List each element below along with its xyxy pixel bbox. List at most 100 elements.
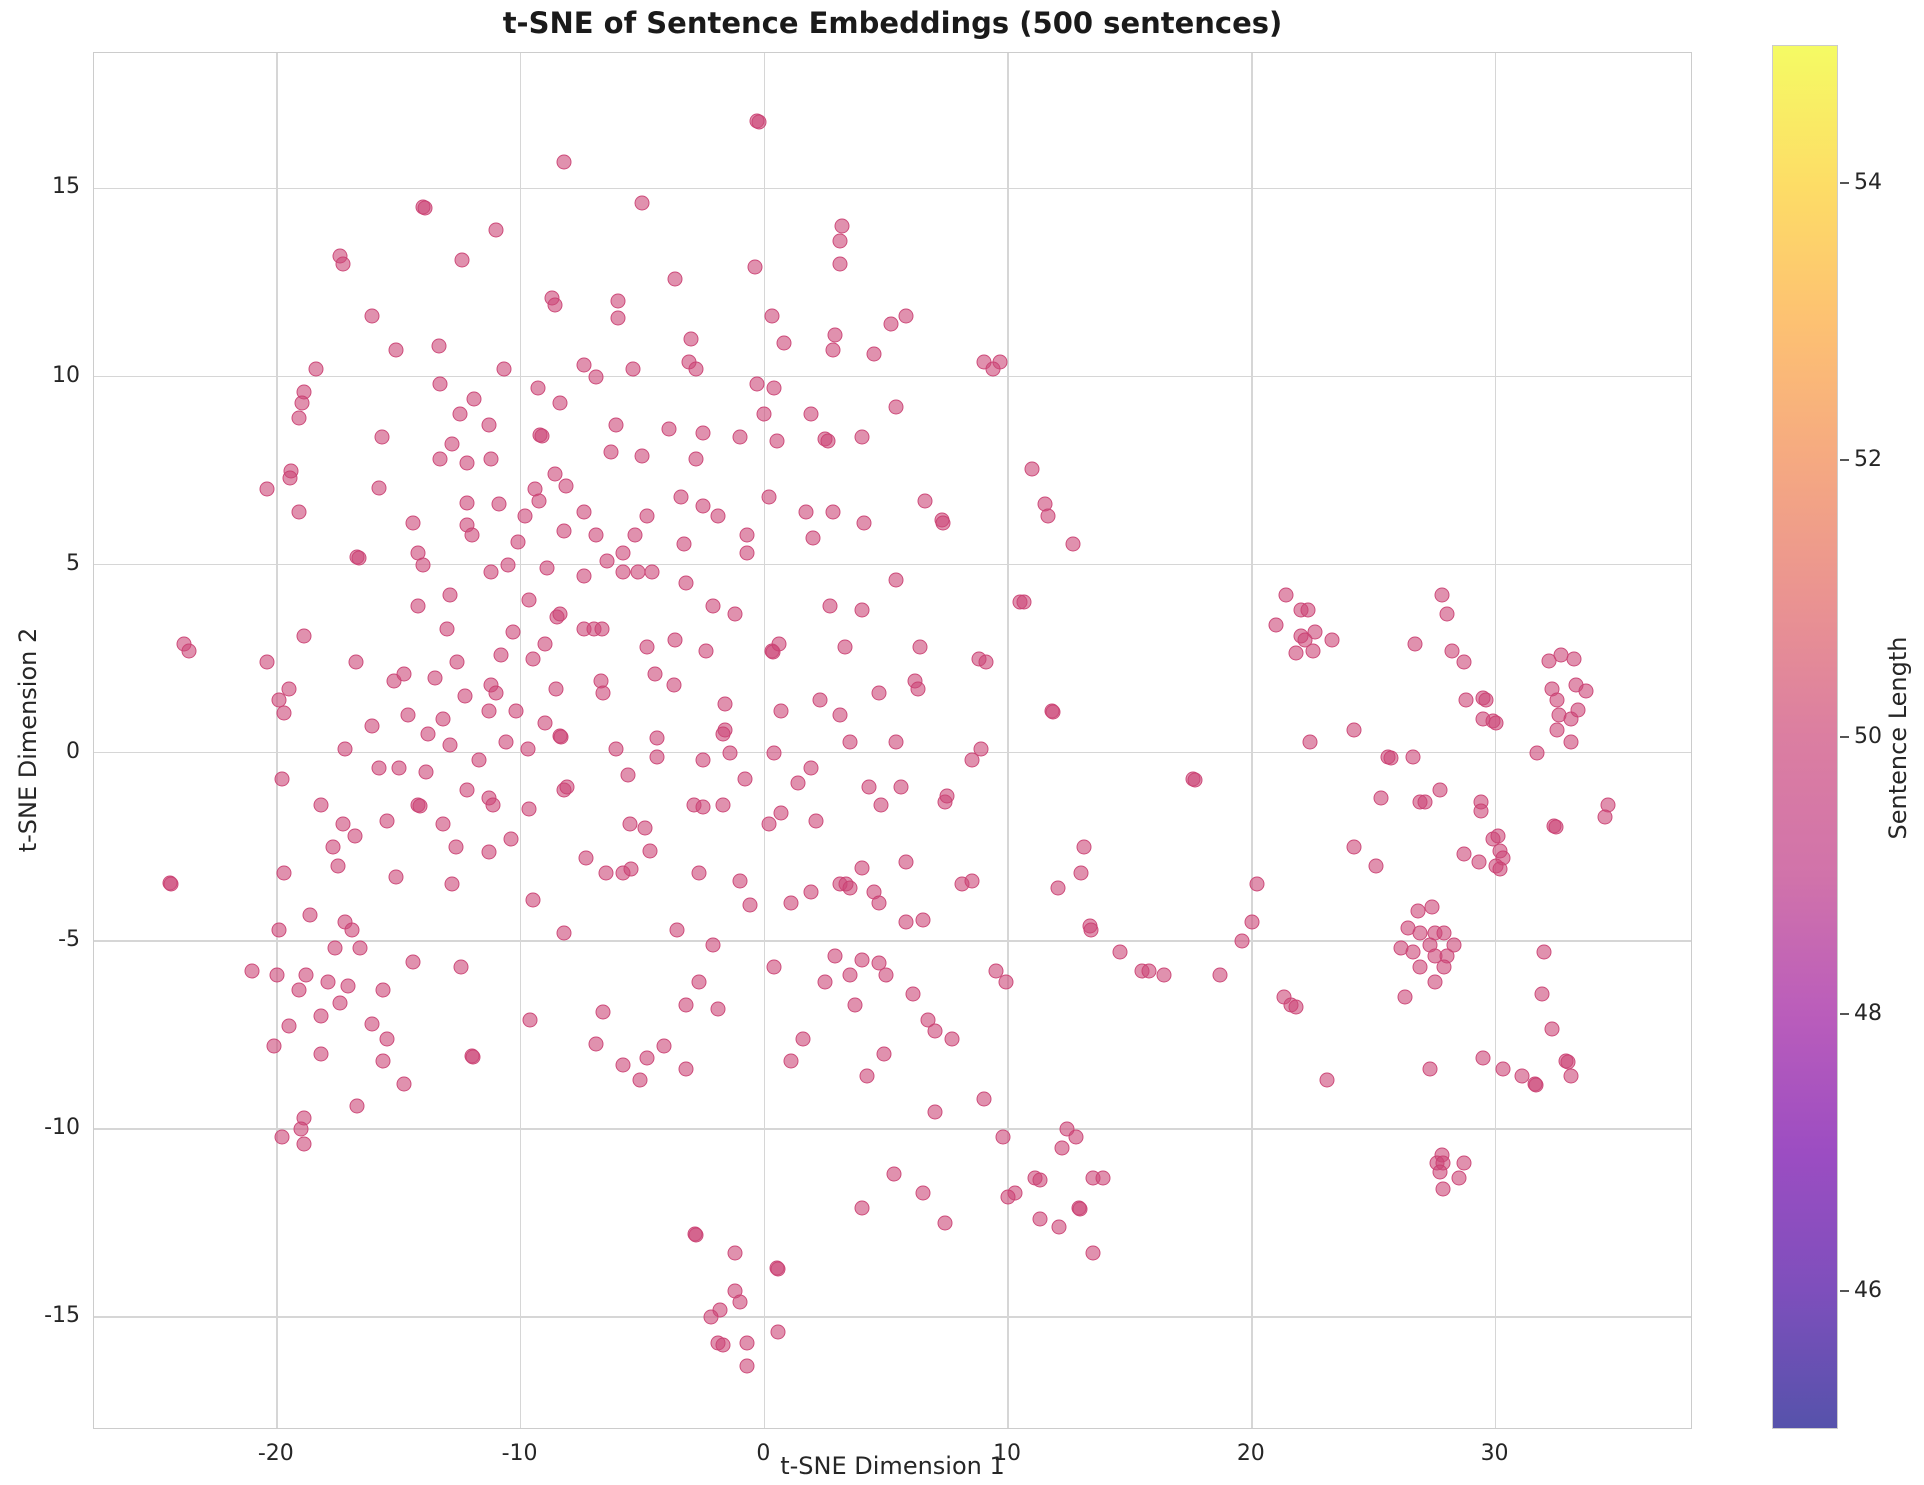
gridline-x: [1494, 53, 1497, 1428]
data-point: [420, 726, 436, 742]
data-point: [915, 912, 931, 928]
data-point: [335, 816, 351, 832]
data-point: [898, 854, 914, 870]
data-point: [452, 406, 468, 422]
data-point: [293, 1121, 309, 1137]
data-point: [435, 816, 451, 832]
data-point: [854, 429, 870, 445]
data-point: [556, 154, 572, 170]
data-point: [348, 654, 364, 670]
data-point: [291, 410, 307, 426]
data-point: [695, 799, 711, 815]
y-tick-label: -5: [58, 926, 80, 952]
data-point: [1456, 654, 1472, 670]
data-point: [525, 651, 541, 667]
data-point: [1529, 745, 1545, 761]
data-point: [783, 1053, 799, 1069]
x-tick-label: 20: [1236, 1441, 1265, 1466]
data-point: [649, 730, 665, 746]
data-point: [737, 771, 753, 787]
data-point: [917, 493, 933, 509]
data-point: [795, 1031, 811, 1047]
data-point: [678, 1061, 694, 1077]
data-point: [715, 1337, 731, 1353]
data-point: [588, 369, 604, 385]
data-point: [673, 489, 689, 505]
gridline-x: [763, 53, 765, 1428]
data-point: [352, 940, 368, 956]
x-tick-label: 30: [1480, 1441, 1509, 1466]
data-point: [1032, 1172, 1048, 1188]
data-point: [505, 624, 521, 640]
data-point: [678, 997, 694, 1013]
data-point: [608, 741, 624, 757]
data-point: [537, 636, 553, 652]
data-point: [910, 681, 926, 697]
data-point: [496, 361, 511, 377]
data-point: [661, 421, 677, 437]
data-point: [825, 504, 841, 520]
data-point: [1302, 734, 1318, 749]
data-point: [552, 395, 568, 411]
data-point: [281, 1018, 297, 1034]
data-point: [364, 308, 380, 324]
data-point: [856, 515, 872, 531]
data-point: [415, 557, 431, 573]
data-point: [1288, 645, 1304, 661]
data-point: [396, 666, 412, 682]
gridline-x: [1007, 53, 1009, 1428]
data-point: [1072, 1201, 1088, 1217]
data-point: [898, 914, 914, 930]
data-point: [1187, 772, 1203, 788]
data-point: [688, 451, 704, 467]
gridline-y: [94, 752, 1691, 754]
data-point: [676, 536, 692, 552]
gridline-y: [94, 375, 1691, 378]
data-point: [556, 925, 572, 941]
data-point: [756, 406, 772, 422]
data-point: [769, 433, 784, 449]
colorbar-tick-label: 52: [1854, 447, 1882, 473]
data-point: [276, 865, 292, 881]
data-point: [695, 425, 711, 441]
data-point: [1368, 858, 1384, 874]
data-point: [1068, 1129, 1084, 1145]
data-point: [1560, 1054, 1576, 1070]
data-point: [998, 974, 1014, 990]
data-point: [364, 718, 380, 734]
gridline-x: [1251, 53, 1253, 1428]
data-point: [296, 628, 312, 644]
data-point: [667, 271, 683, 287]
data-point: [374, 429, 390, 445]
data-point: [1305, 643, 1321, 659]
data-point: [1488, 715, 1504, 731]
data-point: [534, 428, 550, 444]
data-point: [876, 1046, 892, 1062]
data-point: [498, 734, 514, 749]
data-point: [637, 820, 653, 836]
data-point: [298, 967, 314, 983]
data-point: [859, 1068, 875, 1084]
data-point: [770, 1324, 786, 1340]
data-point: [630, 564, 646, 580]
data-point: [770, 1261, 786, 1277]
data-point: [1446, 937, 1462, 953]
data-point: [464, 527, 480, 543]
data-point: [313, 1046, 329, 1062]
data-point: [832, 256, 848, 272]
data-point: [773, 703, 789, 719]
data-point: [371, 760, 387, 776]
data-point: [410, 598, 426, 614]
data-point: [883, 316, 899, 332]
data-point: [667, 632, 683, 648]
data-point: [1424, 899, 1440, 915]
data-point: [732, 429, 748, 445]
data-point: [678, 575, 694, 591]
data-point: [431, 338, 447, 354]
data-point: [274, 771, 290, 787]
data-point: [327, 940, 343, 956]
data-point: [649, 749, 665, 765]
colorbar-tick-mark: [1840, 1012, 1849, 1015]
data-point: [820, 433, 836, 449]
data-point: [1405, 944, 1421, 960]
